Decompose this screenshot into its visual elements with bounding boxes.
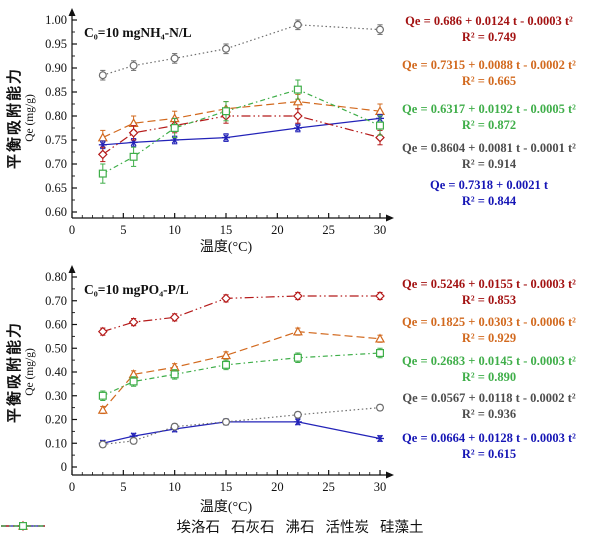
y-tick-label: 0.20 <box>45 413 67 427</box>
equation-r-squared: R² = 0.844 <box>461 194 517 208</box>
series-zeolite <box>98 19 385 81</box>
x-tick-label: 5 <box>120 223 126 237</box>
equation-block-activated-carbon: Qe = 0.5246 + 0.0155 t - 0.0003 t² R² = 0… <box>378 276 600 308</box>
x-tick-label: 20 <box>271 223 284 237</box>
legend-item-limestone: 石灰石 <box>1 516 275 537</box>
series-diatomite <box>98 79 385 184</box>
series-zeolite <box>98 403 385 449</box>
chart-title: C₀=10 mgPO₄-P/L <box>84 282 189 297</box>
y-tick-label: 0.85 <box>45 85 67 99</box>
x-tick-label: 25 <box>322 480 335 494</box>
legend-label: 活性炭 <box>325 519 370 536</box>
y-tick-label: 0.65 <box>45 181 67 195</box>
equation-block-diatomite: Qe = 0.6317 + 0.0192 t - 0.0005 t² R² = 0… <box>378 101 600 133</box>
x-axis-label: 温度(°C) <box>200 239 253 255</box>
legend-item-zeolite: 沸石 <box>1 516 315 537</box>
equation-r-squared: R² = 0.615 <box>461 447 517 461</box>
equation-text: Qe = 0.8604 + 0.0081 t - 0.0001 t² <box>402 141 576 155</box>
y-tick-label: 0.50 <box>45 341 67 355</box>
equation-r-squared: R² = 0.749 <box>461 30 517 44</box>
equation-text: Qe = 0.7318 + 0.0021 t <box>429 178 549 192</box>
y-tick-label: 0.60 <box>45 318 67 332</box>
y-tick-label: 0.95 <box>45 37 67 51</box>
y-axis-label-bottom: 平衡吸附能力 Qe (mg/g) <box>7 320 36 424</box>
x-tick-label: 10 <box>168 223 181 237</box>
legend-item-diatomite: 硅藻土 <box>1 516 424 537</box>
legend-item-activated-carbon: 活性炭 <box>1 516 370 537</box>
y-tick-label: 0.70 <box>45 294 67 308</box>
legend-item-halloysite: 埃洛石 <box>1 516 221 537</box>
y-tick-label: 0.40 <box>45 365 67 379</box>
series-halloysite <box>97 326 386 415</box>
legend-label: 硅藻土 <box>380 519 424 536</box>
equation-text: Qe = 0.2683 + 0.0145 t - 0.0003 t² <box>402 354 576 368</box>
y-axis-label-cn: 平衡吸附能力 <box>7 66 24 170</box>
equation-text: Qe = 0.686 + 0.0124 t - 0.0003 t² <box>405 14 573 28</box>
y-tick-label: 1.00 <box>45 13 67 27</box>
series-limestone <box>98 418 384 448</box>
legend-label: 沸石 <box>285 519 315 536</box>
x-axis-label: 温度(°C) <box>200 499 253 514</box>
y-tick-label: 0.60 <box>45 205 67 219</box>
equation-r-squared: R² = 0.936 <box>461 407 517 421</box>
series-diatomite <box>98 347 385 401</box>
equation-block-limestone: Qe = 0.7318 + 0.0021 t R² = 0.844 <box>378 177 600 209</box>
legend-label: 石灰石 <box>231 519 275 536</box>
equation-block-halloysite: Qe = 0.7315 + 0.0088 t - 0.0002 t² R² = 0… <box>378 57 600 89</box>
legend: 埃洛石 石灰石 沸石 活性炭 硅藻土 <box>0 511 600 541</box>
equation-block-activated-carbon: Qe = 0.686 + 0.0124 t - 0.0003 t² R² = 0.… <box>378 13 600 45</box>
y-tick-label: 0.75 <box>45 133 67 147</box>
x-tick-label: 20 <box>271 480 284 494</box>
y-axis-label-unit: Qe (mg/g) <box>23 348 36 396</box>
x-tick-label: 30 <box>374 223 387 237</box>
x-tick-label: 5 <box>120 480 126 494</box>
equation-text: Qe = 0.7315 + 0.0088 t - 0.0002 t² <box>402 58 576 72</box>
equation-r-squared: R² = 0.853 <box>461 293 517 307</box>
y-tick-label: 0.10 <box>45 436 67 450</box>
equation-block-limestone: Qe = 0.0664 + 0.0128 t - 0.0003 t² R² = 0… <box>378 430 600 462</box>
series-activated-carbon <box>97 291 385 337</box>
x-tick-label: 15 <box>220 223 233 237</box>
chart-nh4: 0.60 0.65 0.70 0.75 0.80 0.85 0.90 0.95 1.00 0 5 10… <box>45 8 394 255</box>
equation-r-squared: R² = 0.929 <box>461 331 517 345</box>
equation-block-zeolite: Qe = 0.0567 + 0.0118 t - 0.0002 t² R² = 0… <box>378 390 600 422</box>
y-axis-label-top: 平衡吸附能力 Qe (mg/g) <box>7 66 36 170</box>
equation-text: Qe = 0.0567 + 0.0118 t - 0.0002 t² <box>402 391 576 405</box>
equation-block-halloysite: Qe = 0.1825 + 0.0303 t - 0.0006 t² R² = 0… <box>378 314 600 346</box>
y-tick-label: 0.80 <box>45 270 67 284</box>
series-halloysite <box>97 93 386 146</box>
y-tick-label: 0.80 <box>45 109 67 123</box>
chart-po4: 0 0.10 0.20 0.30 0.40 0.50 0.60 0.70 0.80 0 5 10 15 2… <box>45 265 394 514</box>
y-axis-label-unit: Qe (mg/g) <box>23 94 36 142</box>
legend-label: 埃洛石 <box>176 519 221 536</box>
equation-r-squared: R² = 0.890 <box>461 370 517 384</box>
x-tick-label: 25 <box>322 223 335 237</box>
diatomite-marker-icon <box>1 521 45 531</box>
equation-text: Qe = 0.6317 + 0.0192 t - 0.0005 t² <box>402 102 576 116</box>
x-tick-label: 0 <box>69 223 75 237</box>
x-tick-label: 30 <box>374 480 387 494</box>
equation-block-diatomite: Qe = 0.2683 + 0.0145 t - 0.0003 t² R² = 0… <box>378 353 600 385</box>
x-tick-label: 15 <box>220 480 233 494</box>
y-tick-label: 0.70 <box>45 157 67 171</box>
x-tick-label: 0 <box>69 480 75 494</box>
chart-title: C₀=10 mgNH₄-N/L <box>84 25 192 40</box>
y-axis-label-cn: 平衡吸附能力 <box>7 320 24 424</box>
y-tick-label: 0 <box>61 460 67 474</box>
x-tick-label: 10 <box>168 480 181 494</box>
equation-r-squared: R² = 0.872 <box>461 118 517 132</box>
equation-text: Qe = 0.1825 + 0.0303 t - 0.0006 t² <box>402 315 576 329</box>
equation-r-squared: R² = 0.665 <box>461 74 517 88</box>
y-tick-label: 0.30 <box>45 389 67 403</box>
y-tick-label: 0.90 <box>45 61 67 75</box>
equation-block-zeolite: Qe = 0.8604 + 0.0081 t - 0.0001 t² R² = 0… <box>378 140 600 172</box>
equation-text: Qe = 0.5246 + 0.0155 t - 0.0003 t² <box>402 277 576 291</box>
equation-text: Qe = 0.0664 + 0.0128 t - 0.0003 t² <box>402 431 576 445</box>
equation-r-squared: R² = 0.914 <box>461 157 517 171</box>
